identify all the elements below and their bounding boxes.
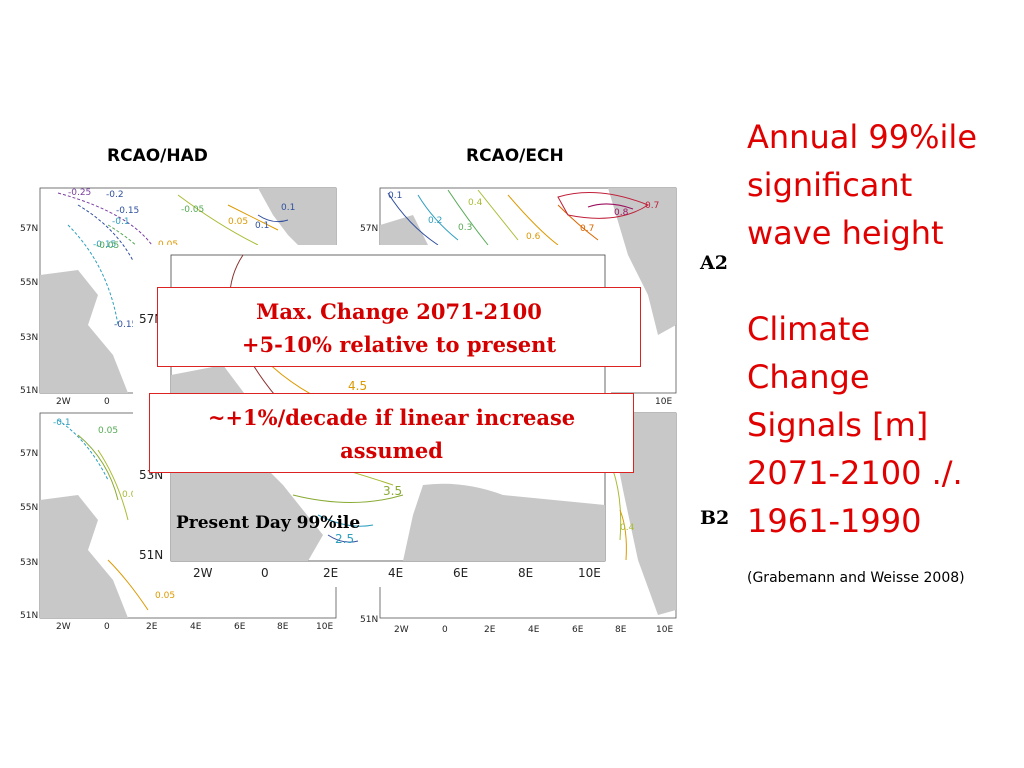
contour-label: -0.25 [68,188,91,198]
max-change-callout: Max. Change 2071-2100 +5-10% relative to… [157,287,641,367]
present-day-caption: Present Day 99%ile [176,513,361,533]
lon-tick: 2W [193,566,213,580]
column-title-rcao-had: RCAO/HAD [107,146,208,166]
decade-line2: assumed [340,438,443,463]
lat-tick: 57N [20,224,38,234]
contour-label: -0.05 [96,241,119,251]
contour-label: -0.2 [106,190,124,200]
max-change-line2: +5-10% relative to present [241,332,557,357]
contour-label: 0.1 [281,203,295,213]
scandinavia-land [608,188,676,335]
title-line-8: 1961-1990 [747,502,922,540]
lon-tick: 6E [453,566,468,580]
lat-tick: 57N [20,449,38,459]
lon-tick: 8E [615,625,627,632]
contour-label: 0.7 [580,224,594,234]
contour-label: 0.3 [458,223,472,233]
contour-label: 0.6 [526,232,541,242]
contour-label: 0.4 [620,523,635,533]
title-line-2: significant [747,166,913,204]
britain-land [40,270,128,393]
lon-tick: 0 [104,397,110,407]
lat-tick: 51N [20,611,38,621]
contour-label: 0.8 [614,208,629,218]
lon-tick: 2E [323,566,338,580]
lon-tick: 10E [578,566,601,580]
decade-line1: ~+1%/decade if linear increase [207,405,576,430]
contour-label: -0.15 [114,320,137,330]
lat-tick: 53N [20,558,38,568]
contour-label: 0.05 [98,426,118,436]
lat-tick: 53N [20,333,38,343]
scenario-b2-label: B2 [700,507,730,529]
lon-tick: 4E [528,625,540,632]
title-line-7: 2071-2100 ./. [747,454,963,492]
contour-label: -0.15 [116,206,139,216]
max-change-line1: Max. Change 2071-2100 [256,299,542,324]
contour-label: 3.5 [383,484,402,498]
lon-tick: 10E [655,397,672,407]
contour-label: 0.05 [122,490,142,500]
title-line-1: Annual 99%ile [747,118,977,156]
lon-tick: 2W [394,625,409,632]
lat-tick: 51N [360,615,378,625]
contour-label: -0.05 [181,205,204,215]
contour-label: 4.5 [348,379,367,393]
contour-label: -0.1 [53,418,71,428]
contour-label: 0.4 [468,198,483,208]
contour-label: 0.1 [255,221,269,231]
contour-label: 0.05 [155,591,175,601]
lon-tick: 2E [146,622,158,632]
scenario-a2-label: A2 [700,252,728,274]
title-line-3: wave height [747,214,944,252]
lat-tick: 51N [20,386,38,396]
lon-tick: 6E [572,625,584,632]
contour-label: 0.1 [388,191,402,201]
lat-tick: 55N [20,503,38,513]
lon-tick: 6E [234,622,246,632]
lat-tick: 51N [139,548,163,562]
title-line-5: Change [747,358,870,396]
decade-callout: ~+1%/decade if linear increase assumed [149,393,634,473]
lon-tick: 8E [518,566,533,580]
lon-tick: 2E [484,625,496,632]
contour-label: 0.2 [428,216,442,226]
reference-citation: (Grabemann and Weisse 2008) [747,570,965,586]
contour-label: 0.7 [645,201,659,211]
contour-label: 2.5 [335,532,354,546]
contour-label: -0.15 [93,240,116,250]
lon-tick: 2W [56,622,71,632]
lon-tick: 2W [56,397,71,407]
lat-tick: 55N [20,278,38,288]
lon-tick: 10E [656,625,673,632]
britain-land [40,495,128,618]
column-title-rcao-ech: RCAO/ECH [466,146,564,166]
lon-tick: 4E [388,566,403,580]
lon-tick: 0 [261,566,269,580]
lon-tick: 0 [104,622,110,632]
continent-land [403,483,605,561]
lon-tick: 0 [442,625,448,632]
lon-tick: 8E [277,622,289,632]
lon-tick: 4E [190,622,202,632]
title-line-6: Signals [m] [747,406,929,444]
lon-tick: 10E [316,622,333,632]
lat-tick: 57N [360,224,378,234]
title-line-4: Climate [747,310,871,348]
contour-label: 0.05 [228,217,248,227]
contour-label: -0.1 [112,217,130,227]
